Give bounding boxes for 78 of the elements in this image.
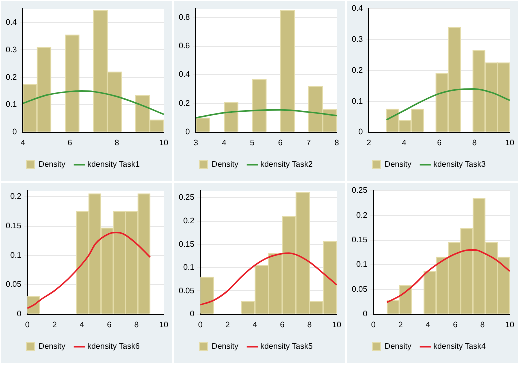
- x-tick-label: 2: [52, 320, 58, 330]
- x-tick-label: 5: [250, 138, 256, 148]
- y-tick-label: 0.1: [356, 260, 368, 270]
- x-tick-label: 6: [453, 320, 458, 330]
- x-tick-label: 4: [426, 320, 431, 330]
- y-tick-label: 0: [17, 310, 22, 319]
- legend-label: Density: [38, 160, 66, 170]
- x-tick-label: 10: [160, 138, 169, 148]
- x-tick-label: 10: [332, 320, 342, 330]
- y-tick-label: 0.2: [352, 66, 364, 75]
- y-tick-label: 0.4: [6, 18, 18, 27]
- y-tick-label: 0.25: [352, 186, 368, 196]
- x-tick-label: 4: [402, 138, 408, 148]
- x-tick-label: 8: [134, 320, 140, 330]
- y-tick-label: 0: [12, 128, 18, 137]
- legend-label: Density: [384, 160, 412, 170]
- line-series: [23, 90, 164, 116]
- y-tick-label: 0.15: [178, 240, 196, 249]
- legend-label: Density: [38, 342, 66, 352]
- x-tick-label: 10: [506, 138, 515, 148]
- x-tick-label: 3: [194, 138, 199, 148]
- x-tick-label: 8: [114, 138, 120, 148]
- x-tick-label: 6: [280, 320, 286, 330]
- y-tick-label: 0.05: [178, 286, 196, 296]
- x-tick-label: 8: [307, 320, 312, 330]
- x-tick-label: 6: [107, 320, 112, 330]
- y-tick-label: 0.1: [10, 250, 22, 260]
- x-tick-label: 8: [480, 320, 486, 330]
- y-tick-label: 0.3: [6, 45, 18, 54]
- x-tick-label: 6: [68, 138, 73, 148]
- legend-label: kdensity Task1: [88, 160, 140, 170]
- y-tick-label: 0.15: [6, 221, 22, 230]
- legend-label: kdensity Task3: [434, 160, 486, 170]
- y-tick-label: 0.3: [352, 35, 364, 44]
- legend-label: Density: [212, 160, 239, 170]
- x-tick-label: 8: [334, 138, 340, 148]
- y-tick-label: 0.2: [10, 192, 22, 202]
- y-tick-label: 0.4: [352, 4, 364, 14]
- legend-label: kdensity Task2: [260, 160, 314, 170]
- x-tick-label: 2: [226, 320, 231, 330]
- y-tick-label: 0: [186, 128, 191, 137]
- x-tick-label: 2: [366, 138, 372, 148]
- y-tick-label: 0.6: [178, 42, 191, 51]
- x-tick-label: 10: [160, 320, 169, 330]
- x-tick-label: 2: [398, 320, 404, 330]
- y-tick-label: 0.25: [178, 193, 196, 202]
- legend-label: Density: [212, 342, 239, 352]
- x-tick-label: 4: [80, 320, 85, 330]
- legend-label: kdensity Task4: [434, 342, 486, 352]
- x-tick-label: 7: [306, 138, 312, 148]
- x-tick-label: 4: [222, 138, 228, 148]
- legend-label: Density: [384, 342, 412, 352]
- y-tick-label: 0.1: [352, 96, 364, 106]
- y-tick-label: 0.8: [178, 12, 191, 22]
- y-tick-label: 0.05: [352, 284, 368, 294]
- x-tick-label: 6: [437, 138, 442, 148]
- legend-label: kdensity Task5: [260, 342, 314, 352]
- x-tick-label: 0: [25, 320, 30, 330]
- x-tick-label: 4: [20, 138, 26, 148]
- y-tick-label: 0: [190, 310, 196, 319]
- x-tick-label: 0: [198, 320, 204, 330]
- y-tick-label: 0.2: [6, 72, 18, 82]
- x-tick-label: 4: [252, 320, 258, 330]
- y-tick-label: 0.1: [183, 263, 196, 272]
- x-tick-label: 0: [371, 320, 376, 330]
- y-tick-label: 0.05: [6, 280, 22, 290]
- y-tick-label: 0.4: [178, 70, 191, 80]
- y-tick-label: 0.1: [6, 100, 18, 110]
- y-tick-label: 0.2: [183, 216, 196, 226]
- y-tick-label: 0: [358, 128, 364, 137]
- y-tick-label: 0.15: [352, 236, 368, 245]
- x-tick-label: 10: [506, 320, 515, 330]
- x-tick-label: 8: [472, 138, 478, 148]
- legend-label: kdensity Task6: [88, 342, 140, 352]
- x-tick-label: 6: [278, 138, 284, 148]
- y-tick-label: 0.2: [356, 210, 368, 220]
- y-tick-label: 0.2: [178, 98, 191, 108]
- y-tick-label: 0: [363, 310, 368, 319]
